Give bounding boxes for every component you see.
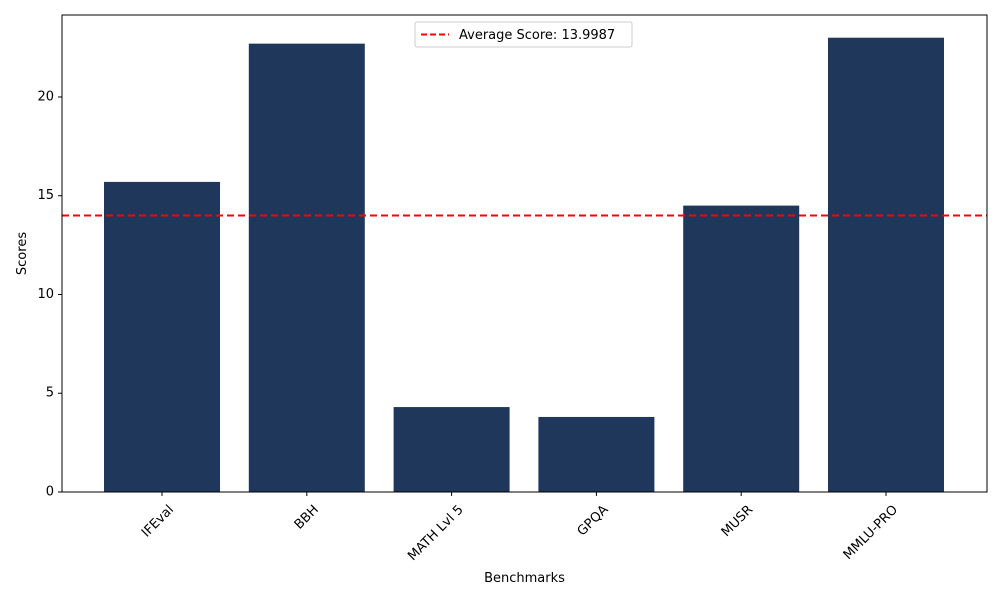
y-tick-label: 5 (46, 386, 54, 401)
x-tick-label: MMLU-PRO (841, 502, 901, 562)
y-tick-label: 20 (37, 89, 54, 104)
bar-math-lvl-5 (393, 407, 510, 492)
x-tick-label: GPQA (575, 502, 612, 539)
legend-label-average: Average Score: 13.9987 (459, 28, 615, 43)
bar-bbh (248, 43, 365, 493)
x-tick-label: MUSR (719, 502, 756, 539)
legend: Average Score: 13.9987 (414, 21, 633, 48)
x-tick-label: IFEval (139, 502, 177, 540)
bars-layer (104, 37, 944, 493)
y-tick-label: 15 (37, 188, 54, 203)
y-tick-label: 0 (46, 485, 54, 500)
y-axis-label: Scores (15, 232, 30, 275)
x-tick-label: MATH Lvl 5 (405, 502, 466, 563)
y-axis-ticks: 0 5 10 15 20 (37, 89, 62, 500)
bar-gpqa (538, 416, 655, 492)
y-tick-label: 10 (37, 287, 54, 302)
legend-box (414, 21, 633, 48)
x-tick-label: BBH (292, 502, 322, 532)
plot-area-frame (61, 14, 988, 493)
bar-musr (683, 205, 800, 492)
bar-ifeval (104, 181, 220, 492)
x-axis-ticks: IFEval BBH MATH Lvl 5 GPQA MUSR MMLU-PRO (139, 492, 901, 564)
bar-mmlu-pro (828, 37, 944, 492)
x-axis-label: Benchmarks (484, 571, 565, 586)
